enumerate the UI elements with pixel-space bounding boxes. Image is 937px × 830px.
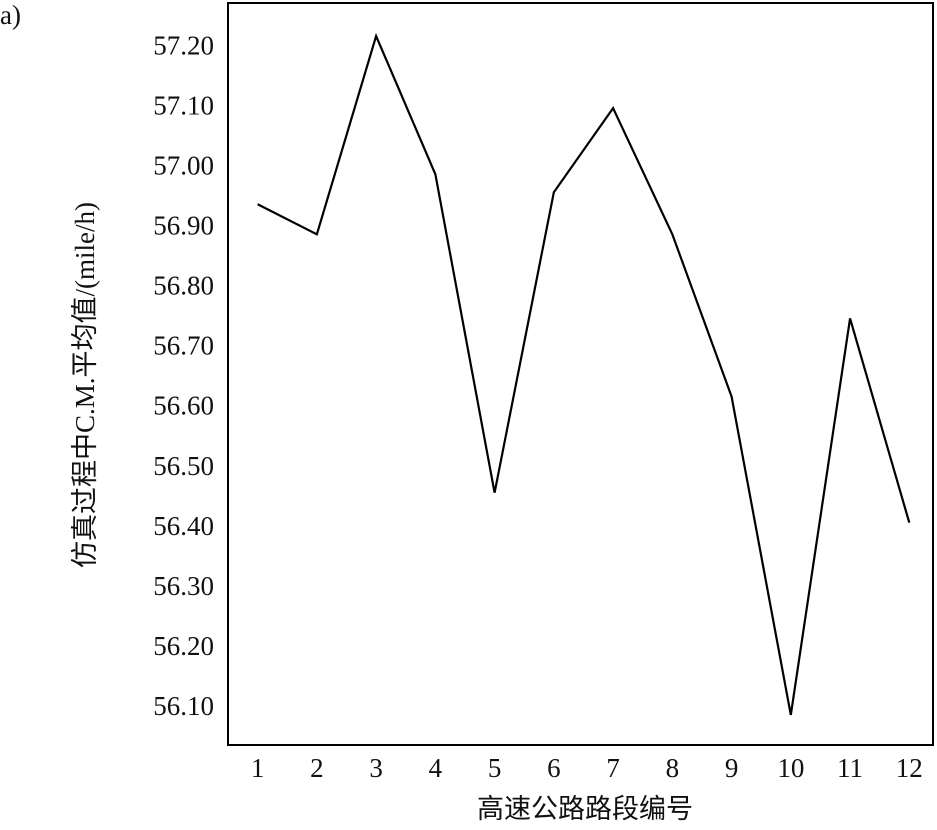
- y-tick-label: 57.20: [153, 30, 214, 60]
- y-tick-label: 57.00: [153, 150, 214, 180]
- x-tick-label: 2: [310, 753, 324, 783]
- x-tick-label: 9: [725, 753, 739, 783]
- x-tick-label: 10: [777, 753, 804, 783]
- y-tick-label: 56.50: [153, 451, 214, 481]
- y-tick-label: 56.90: [153, 211, 214, 241]
- x-tick-label: 6: [547, 753, 561, 783]
- x-tick-label: 7: [606, 753, 620, 783]
- y-tick-label: 56.20: [153, 631, 214, 661]
- panel-label: a): [0, 0, 21, 30]
- y-tick-label: 56.70: [153, 331, 214, 361]
- x-tick-label: 11: [837, 753, 863, 783]
- x-tick-label: 5: [488, 753, 502, 783]
- y-tick-label: 56.10: [153, 691, 214, 721]
- data-line: [257, 32, 911, 716]
- y-tick-label: 56.30: [153, 571, 214, 601]
- x-tick-label: 12: [896, 753, 923, 783]
- x-tick-label: 1: [251, 753, 265, 783]
- x-tick-label: 4: [429, 753, 443, 783]
- y-tick-label: 56.40: [153, 511, 214, 541]
- y-axis-label: 仿真过程中C.M.平均值/(mile/h): [70, 202, 100, 568]
- y-tick-label: 56.60: [153, 391, 214, 421]
- x-axis-label: 高速公路路段编号: [477, 794, 693, 824]
- y-tick-label: 56.80: [153, 271, 214, 301]
- plot-frame: [227, 2, 934, 746]
- x-tick-label: 8: [666, 753, 680, 783]
- y-tick-label: 57.10: [153, 90, 214, 120]
- x-tick-label: 3: [369, 753, 383, 783]
